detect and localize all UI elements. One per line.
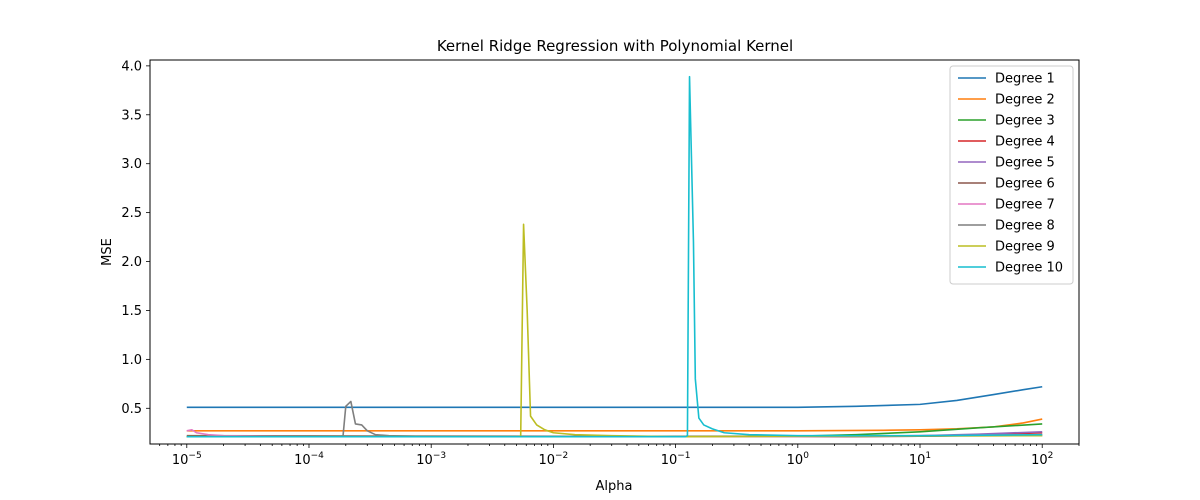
x-tick-label: 10−4	[294, 451, 324, 468]
series-line-degree-10	[186, 75, 1043, 438]
plot-area-frame	[149, 59, 1080, 445]
series-line-degree-9	[186, 223, 1043, 438]
y-tick-label: 4.0	[121, 59, 142, 74]
legend-label: Degree 3	[995, 114, 1055, 129]
x-tick-label: 102	[1031, 451, 1053, 468]
x-tick-label: 100	[787, 451, 810, 468]
legend-label: Degree 9	[995, 240, 1055, 255]
series-line-degree-1	[186, 385, 1043, 409]
x-tick-label: 10−2	[538, 451, 568, 468]
x-tick-label: 10−5	[172, 451, 202, 468]
y-tick-label: 2.5	[121, 206, 142, 221]
legend-label: Degree 8	[995, 219, 1055, 234]
x-tick-label: 10−3	[416, 451, 446, 468]
legend-label: Degree 7	[995, 198, 1055, 213]
y-tick-label: 1.0	[121, 353, 142, 368]
y-tick-label: 0.5	[121, 402, 142, 417]
series-line-degree-2	[186, 418, 1043, 432]
x-axis: 10−5 10−4 10−3 10−2 10−1 100 101 102	[159, 444, 1080, 468]
legend-label: Degree 2	[995, 93, 1055, 108]
legend-label: Degree 5	[995, 156, 1055, 171]
legend-label: Degree 10	[995, 261, 1063, 276]
series-layer	[186, 75, 1043, 438]
x-tick-label: 10−1	[661, 451, 691, 468]
y-tick-label: 1.5	[121, 304, 142, 319]
y-tick-label: 2.0	[121, 255, 142, 270]
y-axis: 0.5 1.0 1.5 2.0 2.5 3.0 3.5 4.0	[121, 59, 150, 417]
y-tick-label: 3.0	[121, 157, 142, 172]
y-tick-label: 3.5	[121, 108, 142, 123]
x-axis-label: Alpha	[596, 479, 633, 494]
x-tick-label: 101	[909, 451, 931, 468]
y-axis-label: MSE	[100, 238, 115, 266]
legend-label: Degree 1	[995, 72, 1055, 87]
legend-label: Degree 6	[995, 177, 1055, 192]
legend: Degree 1 Degree 2 Degree 3 Degree 4 Degree 5…	[949, 65, 1074, 285]
legend-label: Degree 4	[995, 135, 1055, 150]
chart-title: Kernel Ridge Regression with Polynomial …	[437, 37, 793, 55]
series-line-degree-8	[186, 400, 1043, 438]
